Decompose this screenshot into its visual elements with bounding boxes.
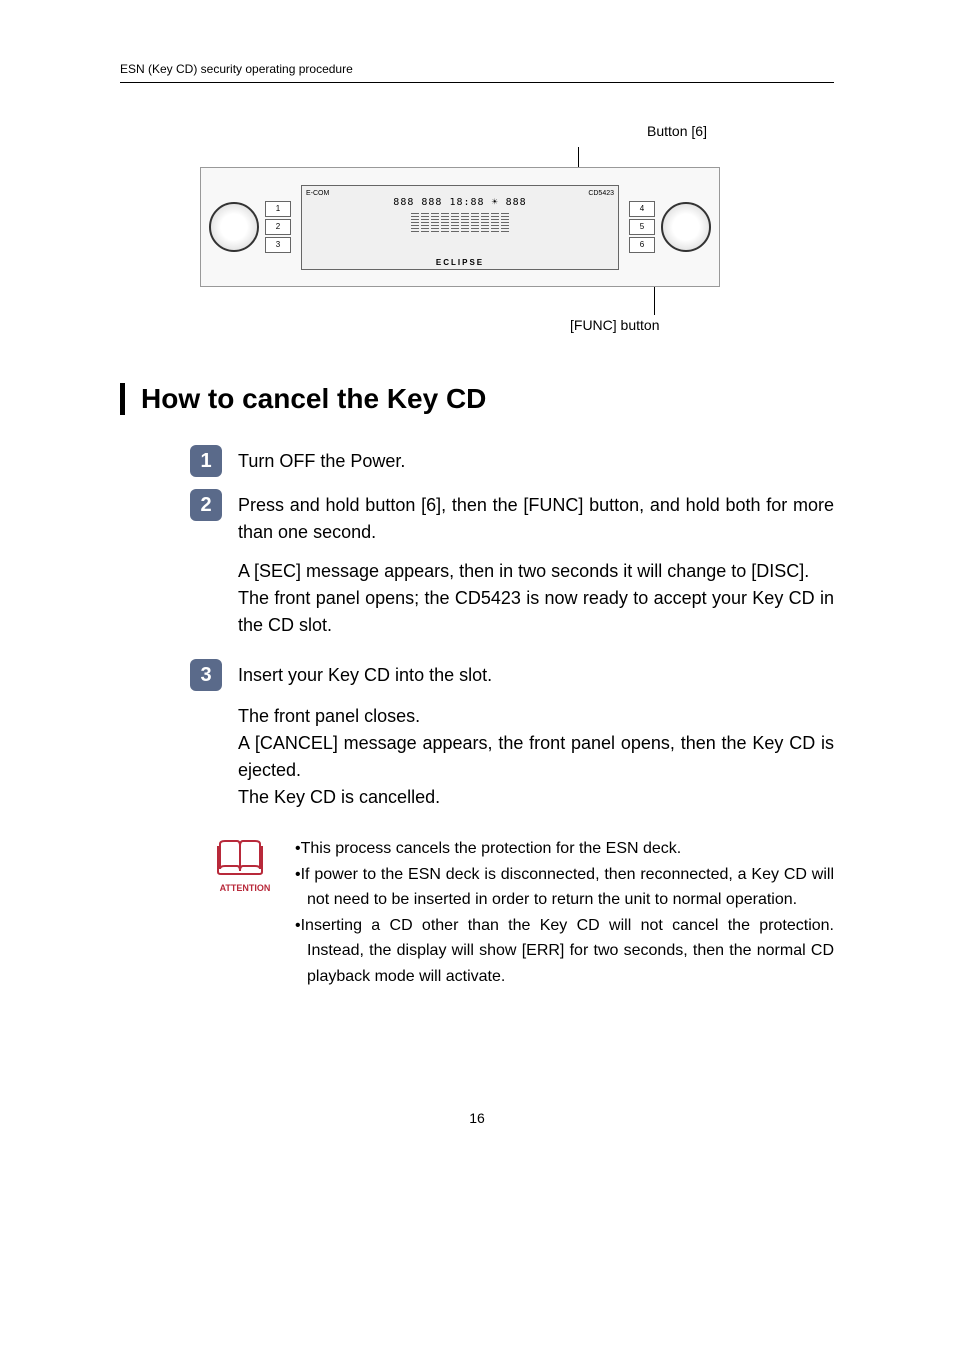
eq-bar-icon (491, 212, 499, 232)
car-stereo-diagram: 1 2 3 E-COM CD5423 888 888 18:88 ☀ 888 (200, 167, 720, 287)
attention-bullet: •If power to the ESN deck is disconnecte… (295, 862, 834, 913)
preset-button-2: 2 (265, 219, 291, 235)
eq-bar-icon (441, 212, 449, 232)
step-badge: 2 (190, 489, 222, 521)
brand-bottom: ECLIPSE (436, 258, 484, 267)
preset-button-6: 6 (629, 237, 655, 253)
bullet-text: If power to the ESN deck is disconnected… (301, 866, 834, 909)
right-button-column: 4 5 6 (629, 201, 655, 253)
step-title: Insert your Key CD into the slot. (238, 659, 834, 689)
left-button-column: 1 2 3 (265, 201, 291, 253)
eq-bar-icon (451, 212, 459, 232)
preset-button-4: 4 (629, 201, 655, 217)
header-bar: ESN (Key CD) security operating procedur… (120, 60, 834, 83)
step-3: 3 Insert your Key CD into the slot. (190, 659, 834, 691)
attention-icon-wrapper: ATTENTION (215, 836, 275, 990)
preset-button-3: 3 (265, 237, 291, 253)
attention-box: ATTENTION •This process cancels the prot… (215, 836, 834, 990)
device-diagram-area: Button [6] 1 2 3 E-COM CD5423 888 888 18… (200, 123, 834, 333)
brand-top-right: CD5423 (588, 190, 614, 197)
func-callout-line (654, 287, 655, 315)
bullet-text: Inserting a CD other than the Key CD wil… (301, 917, 834, 985)
attention-bullet: •Inserting a CD other than the Key CD wi… (295, 913, 834, 990)
attention-bullet: •This process cancels the protection for… (295, 836, 834, 862)
step-title: Turn OFF the Power. (238, 445, 834, 475)
diagram-wrapper: 1 2 3 E-COM CD5423 888 888 18:88 ☀ 888 (200, 167, 834, 287)
step-1: 1 Turn OFF the Power. (190, 445, 834, 477)
left-knob-icon (209, 202, 259, 252)
bullet-text: This process cancels the protection for … (301, 840, 682, 857)
func-callout-label: [FUNC] button (570, 317, 834, 333)
button6-callout-line (578, 147, 579, 167)
eq-bar-icon (411, 212, 419, 232)
step-3-body: The front panel closes. A [CANCEL] messa… (238, 703, 834, 811)
step-badge: 3 (190, 659, 222, 691)
book-icon (215, 836, 265, 876)
display-top-row: E-COM CD5423 (306, 190, 614, 197)
step-title: Press and hold button [6], then the [FUN… (238, 489, 834, 546)
eq-bar-icon (471, 212, 479, 232)
eq-bar-icon (461, 212, 469, 232)
equalizer-bars (306, 212, 614, 232)
eq-bar-icon (431, 212, 439, 232)
breadcrumb: ESN (Key CD) security operating procedur… (120, 62, 353, 76)
step-2-body: A [SEC] message appears, then in two sec… (238, 558, 834, 639)
preset-button-1: 1 (265, 201, 291, 217)
button6-callout-label: Button [6] (520, 123, 834, 139)
eq-bar-icon (501, 212, 509, 232)
step-content: Turn OFF the Power. (238, 445, 834, 477)
step-content: Press and hold button [6], then the [FUN… (238, 489, 834, 546)
right-knob-icon (661, 202, 711, 252)
step-content: Insert your Key CD into the slot. (238, 659, 834, 691)
attention-label: ATTENTION (215, 883, 275, 893)
attention-content: •This process cancels the protection for… (295, 836, 834, 990)
eq-bar-icon (421, 212, 429, 232)
display-digits: 888 888 18:88 ☀ 888 (306, 197, 614, 208)
step-badge: 1 (190, 445, 222, 477)
page-number: 16 (120, 1110, 834, 1126)
brand-top-left: E-COM (306, 190, 329, 197)
step-2: 2 Press and hold button [6], then the [F… (190, 489, 834, 546)
lcd-display: E-COM CD5423 888 888 18:88 ☀ 888 ECLI (301, 185, 619, 270)
page-title: How to cancel the Key CD (120, 383, 834, 415)
preset-button-5: 5 (629, 219, 655, 235)
eq-bar-icon (481, 212, 489, 232)
